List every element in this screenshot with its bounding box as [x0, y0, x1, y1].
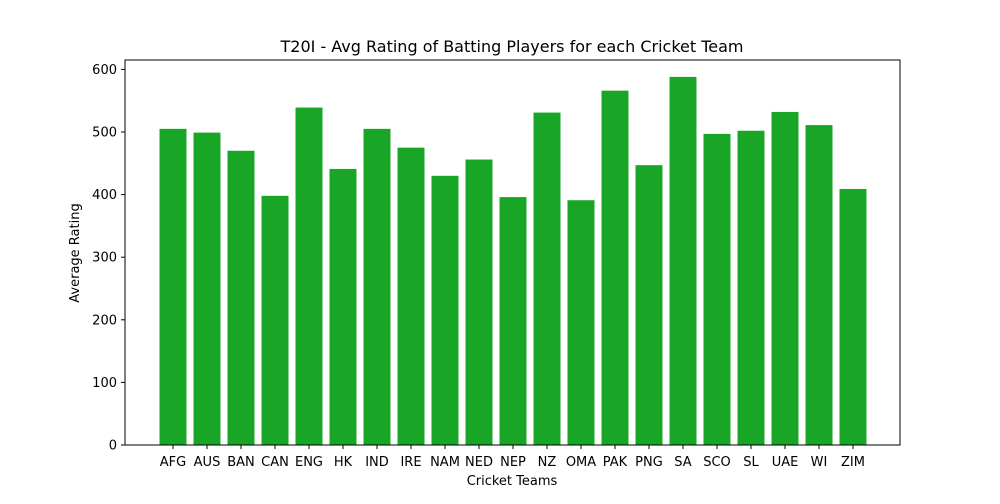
- x-tick-label: PAK: [603, 455, 628, 470]
- bar-nam: [431, 175, 459, 446]
- bar-zim: [839, 188, 867, 445]
- x-tick-label: BAN: [227, 455, 255, 470]
- chart-title: T20I - Avg Rating of Batting Players for…: [280, 37, 744, 56]
- bar-sa: [669, 76, 697, 445]
- y-axis-label: Average Rating: [68, 203, 83, 302]
- x-tick-label: ZIM: [841, 455, 865, 470]
- bar-png: [635, 165, 663, 446]
- bar-ind: [363, 128, 391, 445]
- bar-sl: [737, 130, 765, 445]
- bar-ire: [397, 147, 425, 445]
- bar-sco: [703, 133, 731, 445]
- y-tick-label: 500: [92, 125, 117, 140]
- x-tick-label: CAN: [261, 455, 289, 470]
- bar-nz: [533, 112, 561, 446]
- y-tick-label: 200: [92, 313, 117, 328]
- bar-nep: [499, 197, 527, 445]
- bar-aus: [193, 132, 221, 445]
- bar-pak: [601, 90, 629, 445]
- x-tick-label: NED: [465, 455, 493, 470]
- bar-ban: [227, 150, 255, 446]
- bar-can: [261, 195, 289, 445]
- plot-frame: [124, 59, 901, 446]
- bar-oma: [567, 200, 595, 445]
- x-tick-label: UAE: [772, 455, 799, 470]
- x-tick-label: HK: [334, 455, 353, 470]
- y-tick-label: 100: [92, 376, 117, 391]
- bar-ned: [465, 159, 493, 445]
- x-tick-label: ENG: [295, 455, 323, 470]
- x-axis-label: Cricket Teams: [467, 474, 558, 489]
- x-tick-label: NAM: [430, 455, 460, 470]
- bar-uae: [771, 111, 799, 445]
- x-tick-label: AUS: [194, 455, 221, 470]
- y-tick-label: 0: [109, 439, 117, 454]
- x-tick-label: PNG: [635, 455, 663, 470]
- x-tick-label: NZ: [538, 455, 557, 470]
- bar-wi: [805, 125, 833, 446]
- y-tick-label: 600: [92, 63, 117, 78]
- bar-afg: [159, 128, 187, 445]
- x-tick-label: OMA: [566, 455, 596, 470]
- x-tick-label: SA: [674, 455, 691, 470]
- x-tick-label: IRE: [400, 455, 421, 470]
- x-tick-label: IND: [365, 455, 389, 470]
- x-tick-label: NEP: [500, 455, 526, 470]
- x-tick-label: WI: [811, 455, 828, 470]
- y-tick-label: 300: [92, 251, 117, 266]
- bar-hk: [329, 168, 357, 446]
- x-axis-ticks: AFG AUS BAN CAN ENG HK IND IRE NAM NED NEP NZ OMA PAK…: [160, 445, 865, 470]
- bar-series: [159, 76, 867, 446]
- x-tick-label: AFG: [160, 455, 186, 470]
- y-tick-label: 400: [92, 188, 117, 203]
- x-tick-label: SL: [743, 455, 759, 470]
- bar-eng: [295, 107, 323, 445]
- x-tick-label: SCO: [703, 455, 731, 470]
- y-axis-ticks: 0 100 200 300 400 500 600: [92, 63, 125, 454]
